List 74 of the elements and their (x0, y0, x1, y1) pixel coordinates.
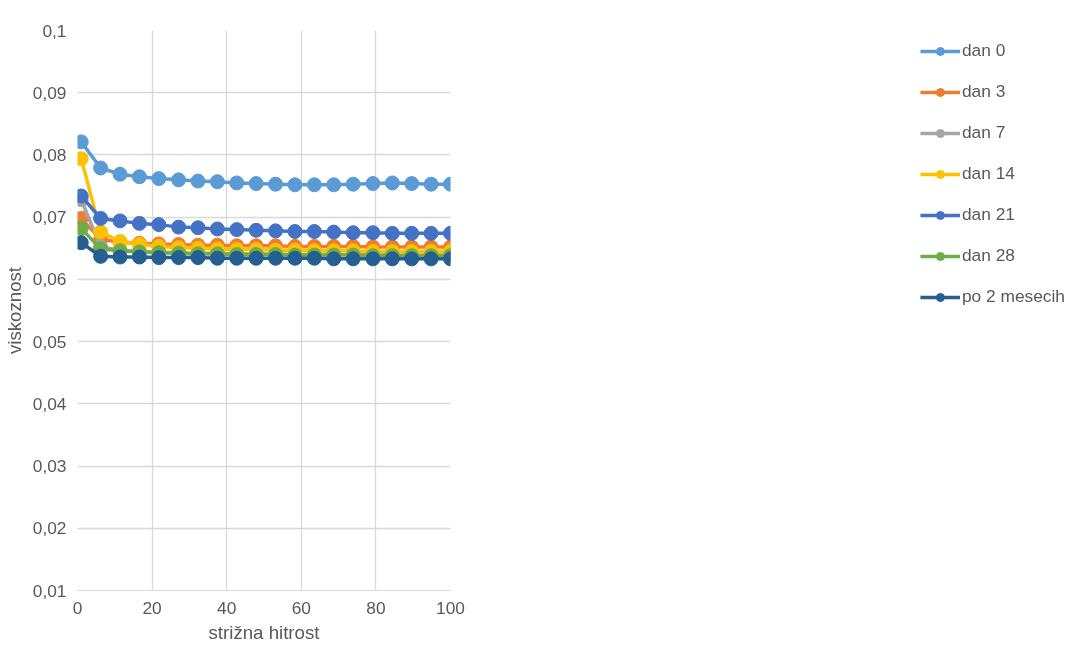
point (229, 250, 245, 266)
point (131, 249, 147, 265)
x-tick-label: 80 (366, 597, 386, 618)
point (365, 225, 381, 241)
y-tick-label: 0,01 (32, 580, 67, 601)
point (190, 220, 206, 236)
point (268, 250, 284, 266)
point (151, 171, 167, 187)
point (287, 223, 303, 239)
point (171, 219, 187, 235)
x-tick-label: 0 (72, 597, 83, 618)
point (345, 251, 361, 267)
x-axis-title: strižna hitrost (208, 621, 321, 643)
point (171, 250, 187, 266)
y-tick-label: 0,02 (32, 518, 67, 539)
point (93, 160, 109, 176)
point (112, 249, 128, 265)
point (190, 250, 206, 266)
point (209, 221, 225, 237)
point (268, 176, 284, 192)
legend-label: dan 21 (961, 204, 1015, 225)
legend-label: dan 3 (961, 81, 1006, 102)
point (248, 222, 264, 238)
point (404, 176, 420, 192)
point (287, 177, 303, 193)
point (151, 250, 167, 266)
legend-label: dan 28 (961, 245, 1015, 266)
y-tick-label: 0,06 (32, 269, 67, 290)
point (93, 210, 109, 226)
point (384, 175, 400, 191)
y-tick-label: 0,04 (32, 393, 67, 414)
point (306, 177, 322, 193)
point (131, 215, 147, 231)
y-tick-label: 0,08 (32, 144, 67, 165)
point (229, 175, 245, 191)
point (268, 223, 284, 239)
y-tick-label: 0,05 (32, 331, 67, 352)
legend-label: po 2 mesecih (961, 286, 1065, 307)
x-tick-label: 60 (291, 597, 311, 618)
point (190, 173, 206, 189)
y-tick-label: 0,1 (42, 20, 67, 41)
point (248, 250, 264, 266)
y-tick-label: 0,03 (32, 456, 67, 477)
point (171, 172, 187, 188)
point (112, 213, 128, 229)
point (93, 248, 109, 264)
point (345, 176, 361, 192)
point (306, 223, 322, 239)
point (423, 225, 439, 241)
x-tick-label: 20 (142, 597, 162, 618)
x-tick-label: 40 (217, 597, 237, 618)
point (365, 176, 381, 192)
y-axis-title: viskoznost (3, 266, 25, 355)
legend-label: dan 7 (961, 122, 1006, 143)
point (209, 174, 225, 190)
x-tick-label: 100 (436, 597, 465, 618)
point (326, 251, 342, 267)
point (151, 217, 167, 233)
y-tick-label: 0,09 (32, 82, 67, 103)
point (423, 176, 439, 192)
point (248, 176, 264, 192)
point (112, 166, 128, 182)
point (131, 169, 147, 185)
point (229, 222, 245, 238)
point (209, 250, 225, 266)
legend-label: dan 14 (961, 163, 1015, 184)
point (384, 225, 400, 241)
point (404, 225, 420, 241)
point (326, 177, 342, 193)
point (345, 225, 361, 241)
legend-label: dan 0 (961, 40, 1006, 61)
y-tick-label: 0,07 (32, 207, 67, 228)
point (93, 224, 109, 240)
point (326, 224, 342, 240)
